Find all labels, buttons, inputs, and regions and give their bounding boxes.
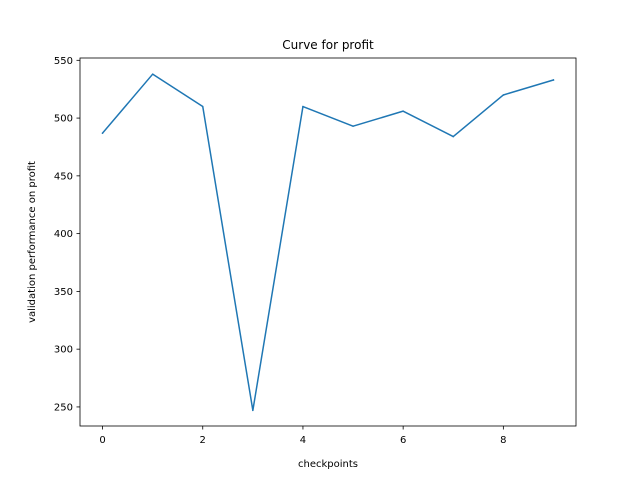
y-tick-label: 400 [54, 229, 73, 240]
x-tick-label: 2 [200, 435, 206, 446]
x-axis-label: checkpoints [298, 459, 358, 470]
data-point [252, 409, 254, 412]
data-point [452, 135, 454, 138]
y-tick-label: 500 [54, 114, 73, 125]
x-tick-label: 4 [300, 435, 306, 446]
y-axis-label: validation performance on profit [27, 161, 38, 323]
y-tick-label: 300 [54, 345, 73, 356]
chart-title: Curve for profit [282, 38, 374, 52]
y-tick-label: 550 [54, 56, 73, 67]
data-point [502, 94, 505, 96]
y-axis-ticks: 250 300 350 400 450 500 550 [54, 56, 80, 413]
x-tick-label: 0 [99, 435, 105, 446]
data-point [101, 132, 104, 134]
series-line [101, 73, 555, 412]
plot-frame [79, 57, 577, 427]
x-axis-ticks: 0 2 4 6 8 [99, 426, 507, 446]
data-point [202, 105, 204, 108]
series-layer [101, 73, 555, 412]
data-point [302, 105, 304, 108]
data-point [402, 110, 404, 112]
x-tick-label: 8 [500, 435, 506, 446]
y-tick-label: 250 [54, 402, 73, 413]
data-point [352, 125, 354, 127]
data-point [552, 79, 555, 81]
y-tick-label: 350 [54, 287, 73, 298]
x-tick-label: 6 [400, 435, 406, 446]
y-tick-label: 450 [54, 171, 73, 182]
data-point [151, 73, 154, 75]
